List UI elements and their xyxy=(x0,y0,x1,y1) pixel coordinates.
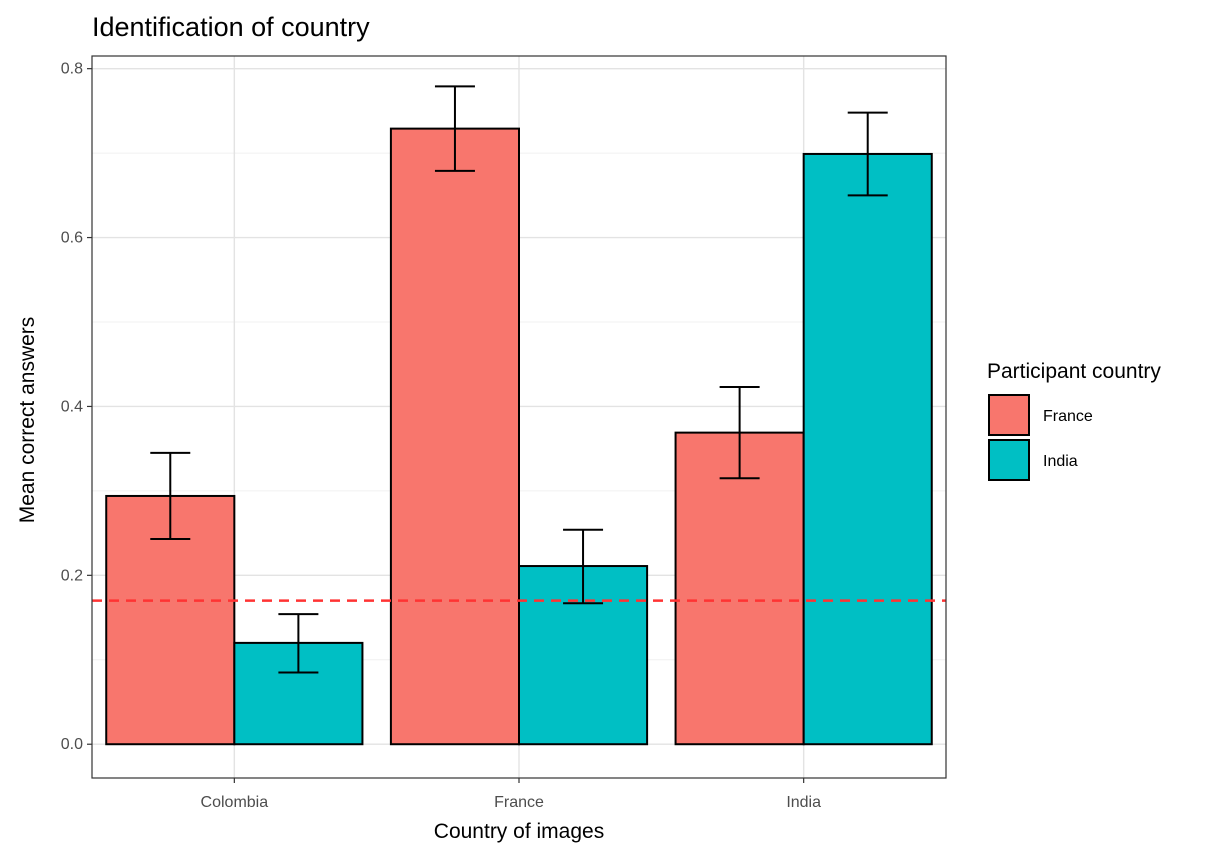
y-axis: 0.0 0.2 0.4 0.6 0.8 xyxy=(61,61,92,753)
legend-label: France xyxy=(1043,408,1093,425)
legend-swatch xyxy=(988,394,1030,436)
x-tick-label: Colombia xyxy=(201,794,269,811)
y-axis-title: Mean correct answers xyxy=(16,317,39,524)
legend-swatch xyxy=(988,439,1030,481)
y-tick-label: 0.4 xyxy=(61,398,83,415)
bar xyxy=(674,431,805,746)
error-bars xyxy=(150,85,888,674)
y-tick-label: 0.6 xyxy=(61,230,83,247)
bar xyxy=(389,127,520,746)
legend-title: Participant country xyxy=(987,360,1161,383)
chart-title: Identification of country xyxy=(92,12,370,42)
x-axis: Colombia France India xyxy=(201,778,821,811)
x-tick-label: France xyxy=(494,794,544,811)
bar xyxy=(802,152,933,746)
x-tick-label: India xyxy=(786,794,821,811)
y-tick-label: 0.8 xyxy=(61,61,83,78)
legend: Participant country France India xyxy=(987,360,1161,481)
y-tick-label: 0.2 xyxy=(61,567,83,584)
bars xyxy=(105,127,933,746)
legend-label: India xyxy=(1043,453,1078,470)
y-tick-label: 0.0 xyxy=(61,736,83,753)
x-axis-title: Country of images xyxy=(434,820,604,843)
